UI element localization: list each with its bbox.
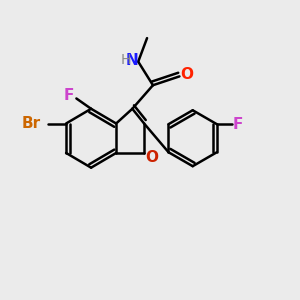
Text: H: H: [121, 53, 131, 67]
Text: F: F: [64, 88, 74, 103]
Text: N: N: [125, 53, 138, 68]
Text: F: F: [233, 117, 243, 132]
Text: O: O: [180, 68, 193, 82]
Text: Br: Br: [22, 116, 41, 131]
Text: O: O: [145, 150, 158, 165]
